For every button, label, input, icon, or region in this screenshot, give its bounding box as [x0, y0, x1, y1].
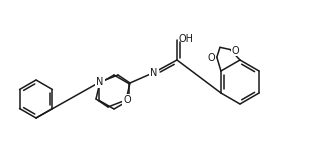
Text: O: O [123, 95, 131, 105]
Text: O: O [231, 46, 239, 56]
Text: O: O [208, 53, 216, 63]
Text: N: N [150, 68, 158, 78]
Text: N: N [96, 76, 104, 86]
Text: OH: OH [179, 34, 193, 44]
